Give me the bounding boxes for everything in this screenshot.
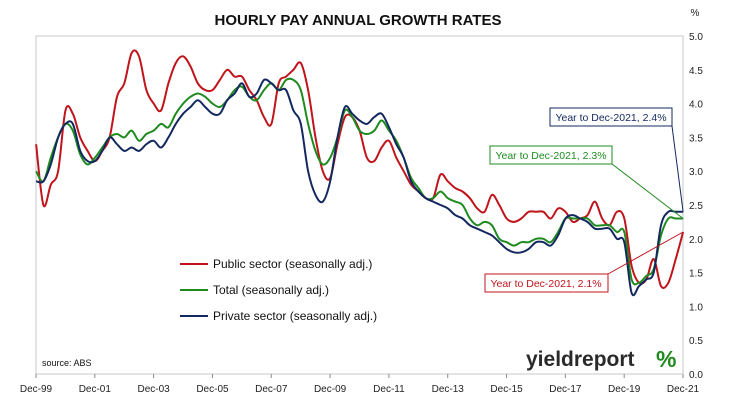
legend-label-public: Public sector (seasonally adj.) (213, 257, 372, 271)
x-tick-label: Dec-13 (432, 384, 465, 395)
x-tick-label: Dec-05 (196, 384, 229, 395)
y-axis-unit: % (691, 8, 700, 19)
annotation-public: Year to Dec-2021, 2.1% (484, 231, 684, 293)
x-tick-label: Dec-09 (314, 384, 347, 395)
yieldreport-logo: yieldreport % (526, 346, 676, 372)
x-tick-label: Dec-11 (373, 384, 405, 395)
annotation-public-box (484, 273, 609, 293)
y-tick-label: 3.0 (689, 167, 703, 178)
annotation-private-label: Year to Dec-2021, 2.4% (555, 112, 666, 124)
y-tick-label: 4.5 (689, 66, 703, 77)
y-tick-label: 4.0 (689, 100, 703, 111)
x-axis-ticks: Dec-99 Dec-01 Dec-03 Dec-05 Dec-07 Dec-09 Dec-… (20, 374, 700, 395)
x-tick-label: Dec-03 (138, 384, 171, 395)
x-tick-label: Dec-17 (549, 384, 582, 395)
legend: Public sector (seasonally adj.) Total (s… (180, 257, 377, 323)
x-tick-label: Dec-07 (255, 384, 288, 395)
logo-wordmark: yieldreport (526, 348, 635, 371)
annotation-private-leader (671, 125, 684, 212)
logo-percent-sign: % (656, 346, 676, 372)
annotation-public-label: Year to Dec-2021, 2.1% (490, 278, 601, 290)
annotation-total: Year to Dec-2021, 2.3% (489, 145, 684, 219)
annotation-private-box (549, 107, 673, 127)
y-tick-label: 0.5 (689, 336, 703, 347)
series-private-sector-line (35, 78, 684, 297)
x-tick-label: Dec-01 (79, 384, 112, 395)
legend-label-total: Total (seasonally adj.) (213, 283, 329, 297)
annotation-total-leader (611, 163, 684, 219)
annotation-total-label: Year to Dec-2021, 2.3% (495, 150, 606, 162)
x-tick-label: Dec-19 (608, 384, 641, 395)
chart-title: HOURLY PAY ANNUAL GROWTH RATES (215, 12, 502, 29)
plot-area (35, 35, 684, 375)
series-total-line (35, 77, 684, 286)
x-tick-label: Dec-21 (667, 384, 700, 395)
x-tick-label: Dec-99 (20, 384, 53, 395)
y-tick-label: 2.5 (689, 201, 703, 212)
y-tick-label: 1.0 (689, 302, 703, 313)
series-layer (35, 49, 685, 297)
y-tick-label: 0.0 (689, 370, 703, 381)
annotation-total-box (489, 145, 613, 165)
annotation-private: Year to Dec-2021, 2.4% (549, 107, 684, 212)
y-tick-label: 2.0 (689, 235, 703, 246)
y-tick-label: 5.0 (689, 32, 703, 43)
legend-label-private: Private sector (seasonally adj.) (213, 309, 377, 323)
source-note: source: ABS (42, 358, 92, 368)
x-tick-label: Dec-15 (490, 384, 523, 395)
y-axis-ticks: 0.0 0.5 1.0 1.5 2.0 2.5 3.0 3.5 4.0 4.5 5.0 (689, 32, 703, 381)
y-tick-label: 3.5 (689, 133, 703, 144)
annotation-public-leader (607, 231, 684, 275)
y-tick-label: 1.5 (689, 269, 703, 280)
